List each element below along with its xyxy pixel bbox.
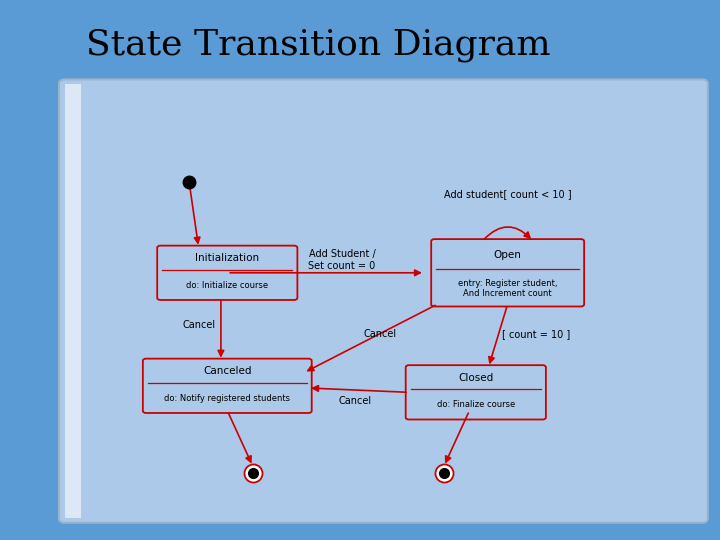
Text: Closed: Closed bbox=[458, 373, 493, 383]
FancyBboxPatch shape bbox=[405, 365, 546, 420]
FancyBboxPatch shape bbox=[143, 359, 312, 413]
Text: Canceled: Canceled bbox=[203, 366, 251, 376]
Text: Add Student /
Set count = 0: Add Student / Set count = 0 bbox=[308, 249, 376, 271]
Text: do: Finalize course: do: Finalize course bbox=[436, 400, 515, 409]
Text: entry: Register student,
And Increment count: entry: Register student, And Increment c… bbox=[458, 279, 557, 298]
Text: Initialization: Initialization bbox=[195, 253, 259, 264]
Text: Cancel: Cancel bbox=[364, 329, 397, 339]
Text: [ count = 10 ]: [ count = 10 ] bbox=[503, 329, 570, 339]
Text: Cancel: Cancel bbox=[182, 320, 215, 330]
Text: do: Initialize course: do: Initialize course bbox=[186, 281, 269, 290]
Text: Cancel: Cancel bbox=[338, 396, 372, 406]
Text: do: Notify registered students: do: Notify registered students bbox=[164, 394, 290, 403]
FancyBboxPatch shape bbox=[431, 239, 584, 307]
Text: State Transition Diagram: State Transition Diagram bbox=[86, 28, 551, 62]
Text: Open: Open bbox=[494, 249, 521, 260]
Text: Add student[ count < 10 ]: Add student[ count < 10 ] bbox=[444, 190, 572, 200]
FancyBboxPatch shape bbox=[157, 246, 297, 300]
